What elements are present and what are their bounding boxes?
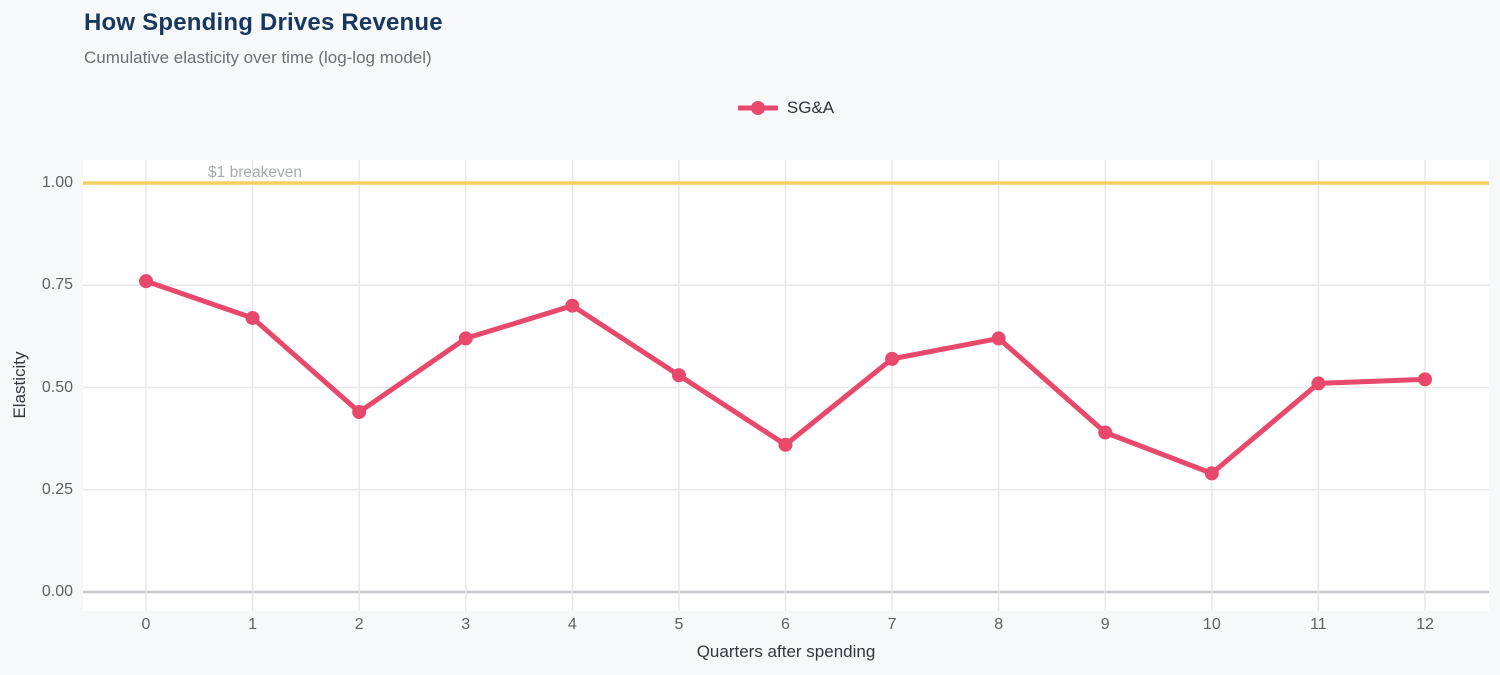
x-tick-label: 6	[781, 616, 790, 633]
x-tick-label: 12	[1416, 616, 1434, 633]
data-point	[1204, 466, 1219, 481]
x-tick-label: 8	[994, 616, 1004, 633]
data-point	[1418, 372, 1432, 387]
y-tick-label: 0.00	[41, 583, 73, 600]
x-tick-label: 3	[461, 616, 471, 633]
x-tick-label: 7	[887, 616, 897, 633]
x-tick-label: 4	[567, 616, 577, 633]
x-tick-label: 1	[248, 616, 258, 633]
data-point	[139, 274, 153, 289]
line-chart: $1 breakeven	[83, 160, 1489, 611]
y-tick-label: 0.75	[41, 276, 73, 294]
data-point	[1098, 425, 1113, 440]
data-point	[1311, 376, 1326, 391]
y-axis-title: Elasticity	[10, 351, 29, 419]
legend-item-sga[interactable]: SG&A	[737, 98, 835, 118]
x-tick-label: 0	[141, 616, 151, 633]
x-axis-title: Quarters after spending	[696, 642, 876, 661]
data-point	[565, 298, 580, 313]
chart-subtitle: Cumulative elasticity over time (log-log…	[84, 48, 432, 67]
x-tick-label: 2	[354, 616, 364, 633]
data-point	[671, 368, 686, 383]
data-point	[458, 331, 473, 346]
x-tick-label: 11	[1310, 616, 1327, 633]
legend: SG&A	[83, 98, 1489, 118]
data-point	[991, 331, 1006, 346]
y-tick-label: 0.25	[41, 480, 73, 498]
y-tick-label: 1.00	[41, 174, 73, 191]
x-tick-label: 5	[674, 616, 684, 633]
plot-area: $1 breakeven	[83, 160, 1489, 611]
data-point	[885, 351, 900, 366]
legend-line-marker-icon	[737, 101, 778, 115]
data-point	[778, 437, 793, 452]
y-tick-label: 0.50	[41, 378, 73, 396]
data-point	[245, 310, 260, 325]
data-point	[352, 405, 367, 420]
x-tick-label: 9	[1100, 616, 1110, 633]
chart-title: How Spending Drives Revenue	[84, 9, 443, 36]
breakeven-label: $1 breakeven	[208, 164, 302, 181]
x-tick-label: 10	[1202, 616, 1221, 633]
legend-label: SG&A	[786, 98, 835, 117]
